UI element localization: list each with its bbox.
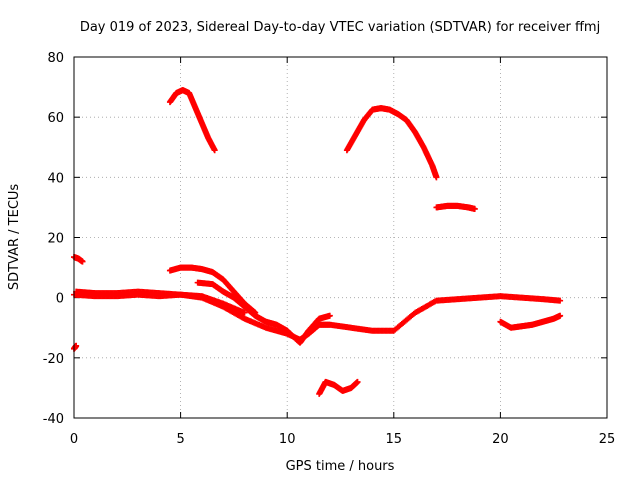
series-arc-6: [194, 279, 333, 346]
x-tick-label: 0: [70, 432, 78, 447]
y-tick-label: 40: [47, 171, 64, 186]
x-axis-label: GPS time / hours: [286, 459, 395, 474]
data-points: [71, 87, 564, 397]
series-arc-1: [71, 254, 86, 265]
x-tick-label: 5: [176, 432, 184, 447]
series-arc-3: [71, 291, 564, 343]
data-point: [326, 312, 333, 319]
series-arc-8: [343, 105, 440, 181]
series-arc-4: [73, 288, 248, 316]
grid-lines: [74, 57, 607, 418]
series-arc-2: [71, 342, 80, 352]
data-point: [433, 174, 440, 181]
y-tick-label: 0: [56, 292, 64, 307]
series-arc-10: [316, 378, 361, 397]
series-arc-7: [166, 87, 218, 154]
data-point: [471, 205, 478, 212]
data-point: [211, 147, 218, 154]
data-point: [557, 312, 564, 319]
plot-border: [73, 56, 608, 419]
y-axis-label: SDTVAR / TECUs: [7, 184, 22, 291]
data-point: [79, 258, 86, 265]
data-point: [354, 378, 361, 385]
y-tick-label: -20: [43, 352, 64, 367]
series-arc-9: [433, 202, 478, 212]
y-tick-label: 80: [47, 51, 64, 66]
axis-ticks: 0 5 10 15 20 25 -40 -20 0 20 40 60 80: [43, 51, 616, 447]
x-tick-label: 10: [279, 432, 296, 447]
y-tick-label: 60: [47, 111, 64, 126]
y-tick-label: 20: [47, 232, 64, 247]
x-tick-label: 15: [386, 432, 403, 447]
y-tick-label: -40: [43, 412, 64, 427]
chart-title: Day 019 of 2023, Sidereal Day-to-day VTE…: [80, 20, 600, 35]
data-point: [241, 309, 248, 316]
series-arc-11: [497, 312, 564, 331]
data-point: [557, 297, 564, 304]
x-tick-label: 20: [492, 432, 509, 447]
x-tick-label: 25: [599, 432, 616, 447]
